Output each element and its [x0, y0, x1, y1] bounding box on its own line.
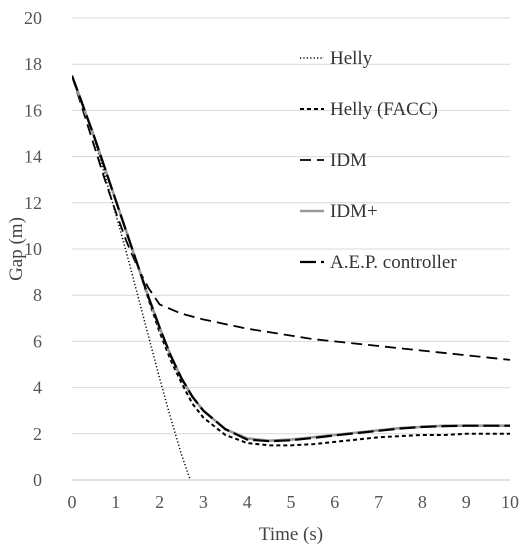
x-tick-label: 5	[287, 492, 296, 512]
series-line-2	[72, 75, 511, 361]
x-tick-label: 7	[374, 492, 383, 512]
legend-label: A.E.P. controller	[330, 252, 457, 273]
x-tick-label: 2	[155, 492, 164, 512]
x-tick-label: 3	[199, 492, 208, 512]
y-tick-label: 20	[24, 8, 42, 28]
legend: Helly Helly (FACC) IDM IDM+ A.E.P. controlle…	[300, 48, 457, 273]
y-tick-label: 18	[24, 54, 42, 74]
y-tick-label: 2	[33, 424, 42, 444]
series-lines	[72, 75, 511, 481]
x-axis-title: Time (s)	[259, 524, 323, 545]
gridlines	[72, 17, 510, 435]
y-tick-label: 4	[33, 378, 42, 398]
y-tick-label: 10	[24, 239, 42, 259]
x-tick-label: 0	[68, 492, 77, 512]
y-tick-label: 0	[33, 470, 42, 490]
legend-label: Helly (FACC)	[330, 99, 438, 120]
y-tick-label: 6	[33, 331, 42, 351]
x-tick-label: 9	[462, 492, 471, 512]
x-tick-label: 1	[111, 492, 120, 512]
x-tick-label: 8	[418, 492, 427, 512]
y-tick-label: 12	[24, 193, 42, 213]
y-tick-label: 16	[24, 100, 42, 120]
series-line-4	[72, 75, 510, 443]
legend-label: IDM+	[330, 201, 378, 222]
x-tick-label: 10	[501, 492, 519, 512]
x-tick-label: 6	[330, 492, 339, 512]
y-tick-label: 8	[33, 285, 42, 305]
x-tick-label: 4	[243, 492, 252, 512]
legend-label: IDM	[330, 150, 367, 171]
legend-label: Helly	[330, 48, 373, 69]
y-tick-label: 14	[24, 147, 42, 167]
y-axis-title: Gap (m)	[6, 217, 27, 281]
series-line-0	[72, 75, 191, 481]
